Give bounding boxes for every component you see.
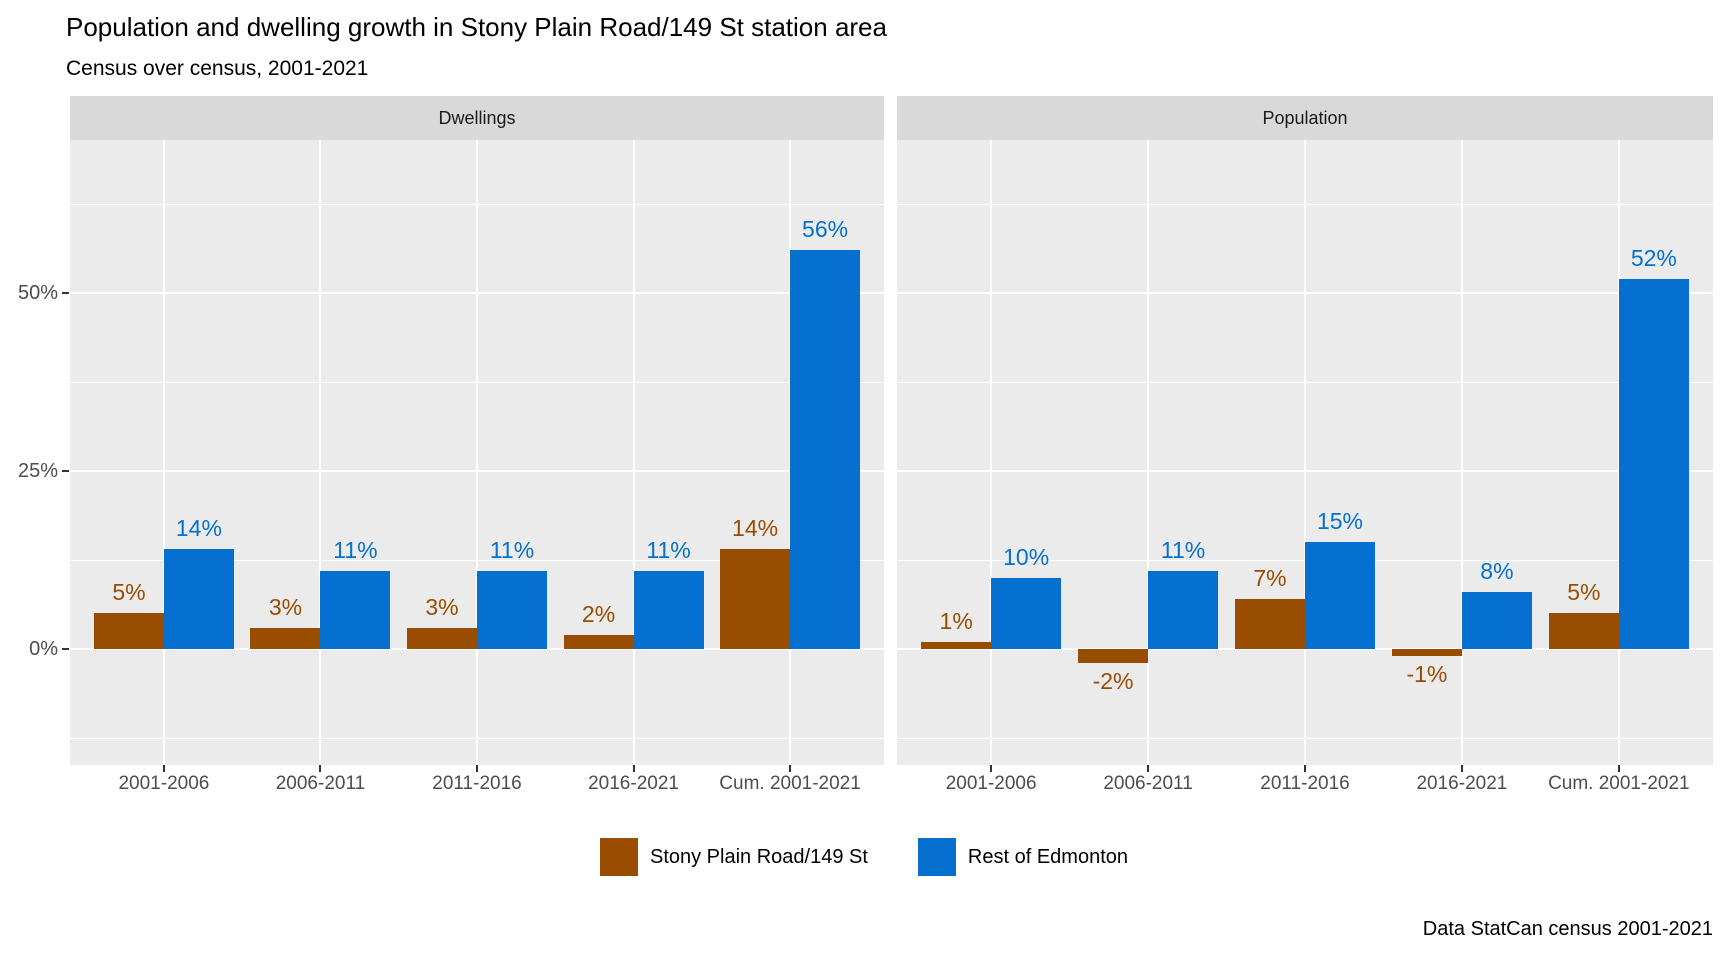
x-axis-tick-mark <box>476 765 478 772</box>
legend-swatch-rest-of-edmonton <box>917 838 956 876</box>
x-axis-tick-label: 2016-2021 <box>1416 773 1508 794</box>
y-axis-tick-label: 50% <box>17 281 58 304</box>
x-axis-tick-label: Cum. 2001-2021 <box>719 773 861 794</box>
x-axis-tick-label: 2006-2011 <box>1103 773 1193 794</box>
bar-value-label: 14% <box>732 515 779 542</box>
gridline-vertical <box>162 140 165 765</box>
gridline-vertical <box>632 140 635 765</box>
bar-stony-plain <box>563 634 634 649</box>
bar-rest-of-edmonton <box>633 570 704 649</box>
y-axis-tick-label: 25% <box>17 459 58 482</box>
bar-value-label: 2% <box>581 600 616 627</box>
bar-rest-of-edmonton <box>1148 570 1219 649</box>
facet-strip-label: Population <box>1262 107 1348 128</box>
bar-value-label: 11% <box>646 536 691 563</box>
x-axis-tick-mark <box>319 765 322 772</box>
bar-value-label: 56% <box>802 216 849 242</box>
bar-stony-plain <box>1235 599 1305 649</box>
x-axis-tick-mark <box>1617 765 1620 772</box>
gridline-vertical <box>476 140 478 765</box>
legend: Stony Plain Road/149 St Rest of Edmonton <box>0 838 1728 876</box>
facet-panel-dwellings: 5% 14% 3% 11% 3% 11% 2% 11% 14% 56% <box>70 140 884 765</box>
bar-rest-of-edmonton <box>477 570 547 649</box>
y-axis-tick-label: 0% <box>29 638 58 660</box>
y-axis-tick-mark <box>62 291 69 294</box>
bar-rest-of-edmonton <box>991 577 1062 649</box>
x-axis-tick-label: 2011-2016 <box>1260 773 1350 794</box>
bar-value-label: 5% <box>112 579 146 606</box>
x-axis-tick-mark <box>990 765 993 772</box>
legend-label-stony-plain: Stony Plain Road/149 St <box>649 845 868 868</box>
bar-value-label: 10% <box>1003 543 1050 570</box>
x-axis-tick-mark <box>789 765 792 772</box>
x-axis-tick-label: Cum. 2001-2021 <box>1548 773 1690 794</box>
x-axis-tick-label: 2016-2021 <box>588 773 679 794</box>
bar-value-label: -1% <box>1406 661 1448 688</box>
bar-value-label: 11% <box>1160 536 1206 563</box>
bar-value-label: 11% <box>489 536 535 563</box>
bar-value-label: 5% <box>1567 579 1601 606</box>
x-axis-tick-label: 2001-2006 <box>118 773 210 794</box>
gridline-vertical <box>1460 140 1463 765</box>
bar-rest-of-edmonton <box>790 250 861 649</box>
bar-value-label: 1% <box>939 607 973 634</box>
bar-rest-of-edmonton <box>163 549 234 649</box>
bar-stony-plain <box>1391 649 1462 657</box>
x-axis-tick-mark <box>1304 765 1306 772</box>
bar-value-label: 3% <box>268 593 303 620</box>
x-axis-tick-label: 2001-2006 <box>945 773 1037 794</box>
gridline-vertical <box>1304 140 1306 765</box>
bar-stony-plain <box>93 613 164 649</box>
legend-label-rest-of-edmonton: Rest of Edmonton <box>967 845 1128 868</box>
chart-caption: Data StatCan census 2001-2021 <box>1422 918 1713 940</box>
bar-rest-of-edmonton <box>1305 542 1375 649</box>
bar-value-label: 14% <box>175 515 222 542</box>
bar-value-label: 8% <box>1480 558 1514 584</box>
x-axis-tick-mark <box>1147 765 1150 772</box>
bar-stony-plain <box>720 549 791 649</box>
facet-strip-dwellings: Dwellings <box>70 96 884 140</box>
gridline-vertical <box>1147 140 1150 765</box>
facet-strip-label: Dwellings <box>438 107 516 128</box>
x-axis-tick-label: 2011-2016 <box>432 773 522 794</box>
facet-strip-population: Population <box>897 96 1713 140</box>
legend-item-rest-of-edmonton: Rest of Edmonton <box>917 838 1128 876</box>
bar-stony-plain <box>1078 649 1149 664</box>
bar-stony-plain <box>921 641 992 649</box>
bar-stony-plain <box>250 627 321 649</box>
bar-value-label: 7% <box>1253 565 1287 592</box>
bar-stony-plain <box>407 627 477 649</box>
gridline-vertical <box>990 140 993 765</box>
y-axis-tick-mark <box>62 469 69 472</box>
x-axis-tick-mark <box>632 765 635 772</box>
bar-stony-plain <box>1548 613 1619 649</box>
x-axis-tick-mark <box>1460 765 1463 772</box>
bar-rest-of-edmonton <box>1461 592 1532 649</box>
bar-rest-of-edmonton <box>320 570 391 649</box>
facet-panel-population: 1% 10% -2% 11% 7% 15% -1% 8% 5% 52% <box>897 140 1713 765</box>
legend-swatch-stony-plain <box>599 838 638 876</box>
bar-value-label: -2% <box>1092 668 1134 695</box>
gridline-vertical <box>319 140 322 765</box>
chart-title: Population and dwelling growth in Stony … <box>66 12 887 42</box>
bar-rest-of-edmonton <box>1618 278 1689 649</box>
x-axis-tick-label: 2006-2011 <box>275 773 366 794</box>
bar-value-label: 15% <box>1316 508 1364 535</box>
bar-value-label: 3% <box>425 593 459 620</box>
bar-value-label: 11% <box>333 536 378 563</box>
x-axis-tick-mark <box>162 765 165 772</box>
legend-item-stony-plain: Stony Plain Road/149 St <box>599 838 868 876</box>
y-axis-tick-mark <box>62 648 69 650</box>
chart-subtitle: Census over census, 2001-2021 <box>66 57 369 80</box>
bar-value-label: 52% <box>1630 244 1677 271</box>
